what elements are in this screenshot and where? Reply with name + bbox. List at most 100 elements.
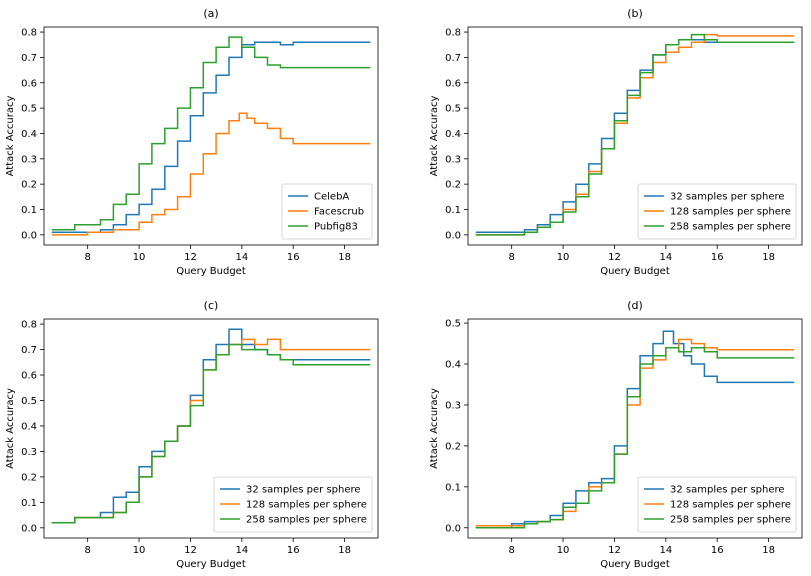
y-tick-label: 0.6 (21, 78, 37, 89)
x-tick-label: 12 (608, 545, 621, 556)
legend-label: 258 samples per sphere (670, 515, 791, 526)
series-line-2 (51, 343, 371, 524)
y-tick-label: 0.0 (21, 230, 37, 241)
x-tick-label: 10 (557, 252, 570, 263)
series-line-0 (475, 38, 795, 234)
legend-label: 128 samples per sphere (670, 500, 791, 511)
legend: 32 samples per sphere 128 samples per sph… (637, 183, 797, 240)
y-tick-label: 0.6 (445, 78, 461, 89)
x-tick-label: 14 (235, 545, 248, 556)
x-tick-label: 10 (557, 545, 570, 556)
legend: 32 samples per sphere 128 samples per sph… (213, 476, 373, 533)
x-axis-label: Query Budget (600, 559, 670, 570)
x-tick-label: 16 (287, 545, 300, 556)
legend-label: 32 samples per sphere (246, 485, 361, 496)
legend-box (637, 183, 797, 240)
legend-label: CelebA (314, 192, 349, 203)
axes-frame (467, 318, 803, 539)
series-line-2 (51, 36, 371, 231)
chart-panel-0: 8 10 12 14 16 18 0.0 0.1 0.2 0.3 0.4 0.5 0.6 0.7 0.8 (a… (5, 7, 379, 277)
y-tick-label: 0.8 (21, 320, 37, 331)
x-tick-label: 8 (508, 545, 514, 556)
y-tick-label: 0.3 (445, 154, 461, 165)
x-tick-label: 18 (762, 545, 775, 556)
y-tick-label: 0.8 (21, 28, 37, 39)
x-tick-label: 14 (659, 545, 672, 556)
y-axis-label: Attack Accuracy (5, 96, 16, 177)
y-tick-label: 0.4 (21, 421, 37, 432)
x-axis-label: Query Budget (600, 266, 670, 277)
x-tick-label: 10 (133, 545, 146, 556)
x-tick-label: 16 (711, 252, 724, 263)
x-tick-label: 12 (184, 545, 197, 556)
x-tick-label: 10 (133, 252, 146, 263)
legend-label: 32 samples per sphere (670, 485, 785, 496)
legend-label: 258 samples per sphere (670, 222, 791, 233)
x-tick-label: 18 (762, 252, 775, 263)
y-tick-label: 0.1 (445, 482, 461, 493)
chart-title: (c) (204, 299, 219, 312)
y-tick-label: 0.4 (445, 360, 461, 371)
series-line-0 (51, 41, 371, 234)
legend-label: 32 samples per sphere (670, 192, 785, 203)
legend-box (213, 476, 373, 533)
x-tick-label: 14 (659, 252, 672, 263)
y-axis-label: Attack Accuracy (429, 388, 440, 469)
series-line-1 (51, 112, 371, 236)
legend-label: 258 samples per sphere (246, 515, 367, 526)
y-tick-label: 0.1 (21, 498, 37, 509)
y-tick-label: 0.2 (445, 441, 461, 452)
legend-label: 128 samples per sphere (670, 207, 791, 218)
y-tick-label: 0.3 (21, 447, 37, 458)
y-tick-label: 0.3 (21, 154, 37, 165)
y-tick-label: 0.7 (21, 345, 37, 356)
y-tick-label: 0.5 (445, 104, 461, 115)
series-line-2 (475, 33, 795, 236)
legend-box (637, 476, 797, 533)
y-tick-label: 0.4 (445, 129, 461, 140)
x-tick-label: 8 (84, 252, 90, 263)
y-tick-label: 0.2 (21, 472, 37, 483)
legend-label: 128 samples per sphere (246, 500, 367, 511)
y-tick-label: 0.0 (445, 230, 461, 241)
y-tick-label: 0.7 (21, 53, 37, 64)
y-tick-label: 0.5 (445, 319, 461, 330)
y-tick-label: 0.1 (445, 205, 461, 216)
chart-title: (a) (203, 7, 218, 20)
y-tick-label: 0.2 (21, 180, 37, 191)
y-tick-label: 0.4 (21, 129, 37, 140)
series-line-2 (475, 346, 795, 529)
y-tick-label: 0.8 (445, 28, 461, 39)
x-tick-label: 18 (338, 252, 351, 263)
axes-frame (467, 26, 803, 246)
x-tick-label: 8 (508, 252, 514, 263)
y-tick-label: 0.3 (445, 400, 461, 411)
x-tick-label: 14 (235, 252, 248, 263)
axes-frame (43, 318, 379, 539)
y-tick-label: 0.0 (21, 523, 37, 534)
x-axis-label: Query Budget (176, 559, 246, 570)
x-tick-label: 18 (338, 545, 351, 556)
y-tick-label: 0.6 (21, 371, 37, 382)
y-axis-label: Attack Accuracy (429, 96, 440, 177)
x-tick-label: 12 (608, 252, 621, 263)
x-tick-label: 16 (711, 545, 724, 556)
legend: CelebA Facescrub Pubfig83 (281, 183, 373, 240)
y-tick-label: 0.0 (445, 523, 461, 534)
y-tick-label: 0.5 (21, 396, 37, 407)
legend: 32 samples per sphere 128 samples per sph… (637, 476, 797, 533)
chart-panel-2: 8 10 12 14 16 18 0.0 0.1 0.2 0.3 0.4 0.5 0.6 0.7 0.8 (c… (5, 299, 379, 570)
y-tick-label: 0.2 (445, 180, 461, 191)
chart-title: (b) (627, 7, 643, 20)
legend-label: Pubfig83 (314, 222, 358, 233)
y-tick-label: 0.1 (21, 205, 37, 216)
axes-frame (43, 26, 379, 246)
x-axis-label: Query Budget (176, 266, 246, 277)
x-tick-label: 16 (287, 252, 300, 263)
chart-title: (d) (627, 299, 643, 312)
y-tick-label: 0.7 (445, 53, 461, 64)
chart-panel-3: 8 10 12 14 16 18 0.0 0.1 0.2 0.3 0.4 0.5 (d) Query Bu… (429, 299, 803, 570)
y-tick-label: 0.5 (21, 104, 37, 115)
y-axis-label: Attack Accuracy (5, 388, 16, 469)
